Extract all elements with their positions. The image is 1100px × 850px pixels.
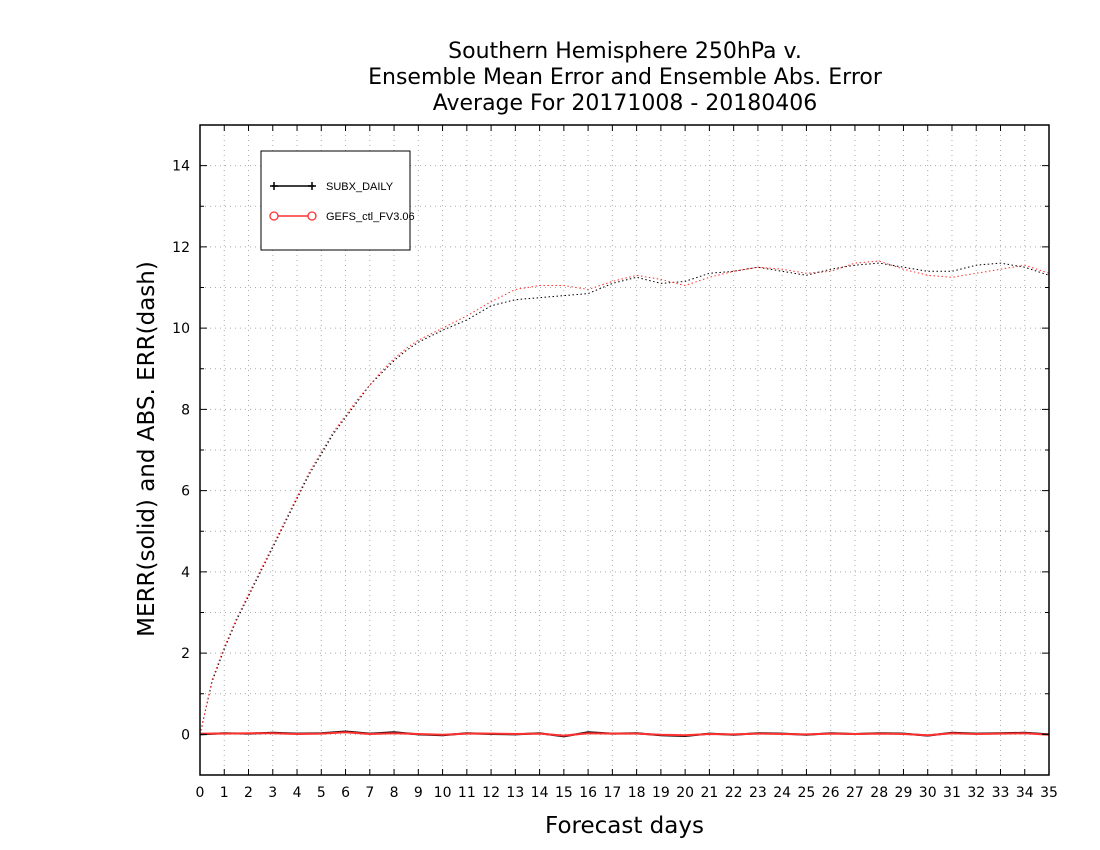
x-tick-label: 28: [870, 785, 888, 801]
x-tick-label: 17: [603, 785, 621, 801]
legend-label: SUBX_DAILY: [326, 181, 394, 193]
legend-box: [260, 150, 411, 251]
y-tick-label: 8: [181, 402, 190, 418]
x-tick-label: 18: [628, 785, 646, 801]
abs-err-line-gefs-ctl-fv3-06: [199, 260, 1050, 735]
x-tick-label: 33: [992, 785, 1010, 801]
merr-line-gefs-ctl-fv3-06: [200, 731, 1050, 737]
axis-ticks: 0 1 2 3 4 5 6 7 8 9 10 11 12 13 14 15 16 17 18 19 20 21 22 23 24…: [172, 124, 1058, 801]
y-tick-label: 10: [172, 321, 190, 337]
x-tick-label: 22: [725, 785, 743, 801]
legend-marker-plus: [308, 182, 316, 190]
y-tick-label: 12: [172, 240, 190, 256]
x-tick-label: 9: [414, 785, 423, 801]
legend-marker-circle: [307, 211, 317, 221]
x-tick-label: 23: [749, 785, 767, 801]
x-tick-label: 31: [943, 785, 961, 801]
y-tick-label: 2: [181, 646, 190, 662]
x-tick-label: 20: [676, 785, 694, 801]
title-line-2: Ensemble Mean Error and Ensemble Abs. Er…: [368, 65, 883, 90]
x-tick-label: 25: [798, 785, 816, 801]
abs-err-line-subx-daily: [199, 262, 1050, 735]
x-tick-label: 12: [482, 785, 500, 801]
x-tick-label: 6: [341, 785, 350, 801]
x-tick-label: 10: [434, 785, 452, 801]
x-tick-label: 5: [317, 785, 326, 801]
title-line-1: Southern Hemisphere 250hPa v.: [448, 39, 802, 64]
series-lines: [199, 260, 1050, 738]
x-tick-label: 32: [967, 785, 985, 801]
y-tick-label: 14: [172, 159, 190, 175]
y-tick-label: 4: [181, 565, 190, 581]
x-axis-label: Forecast days: [545, 813, 704, 839]
x-tick-label: 7: [365, 785, 374, 801]
legend-label: GEFS_ctl_FV3.06: [326, 211, 415, 223]
legend: SUBX_DAILY GEFS_ctl_FV3.06: [260, 150, 415, 251]
x-tick-label: 30: [919, 785, 937, 801]
y-axis-label: MERR(solid) and ABS. ERR(dash): [134, 261, 160, 637]
x-tick-label: 13: [506, 785, 524, 801]
x-tick-label: 24: [773, 785, 791, 801]
x-tick-label: 11: [458, 785, 476, 801]
x-tick-label: 34: [1016, 785, 1034, 801]
x-tick-label: 0: [196, 785, 205, 801]
x-tick-label: 8: [390, 785, 399, 801]
x-tick-label: 19: [652, 785, 670, 801]
y-tick-label: 6: [181, 484, 190, 500]
x-tick-label: 29: [895, 785, 913, 801]
x-tick-label: 15: [555, 785, 573, 801]
y-tick-label: 0: [181, 727, 190, 743]
x-tick-label: 1: [220, 785, 229, 801]
x-tick-label: 14: [531, 785, 549, 801]
x-tick-label: 26: [822, 785, 840, 801]
grid: [200, 125, 1049, 775]
x-tick-label: 16: [579, 785, 597, 801]
x-tick-label: 2: [244, 785, 253, 801]
title-line-3: Average For 20171008 - 20180406: [433, 91, 818, 116]
x-tick-label: 21: [700, 785, 718, 801]
legend-marker-plus: [270, 182, 278, 190]
legend-marker-circle: [269, 211, 279, 221]
x-tick-label: 3: [268, 785, 277, 801]
chart-title: Southern Hemisphere 250hPa v.Ensemble Me…: [368, 39, 883, 116]
x-tick-label: 35: [1040, 785, 1058, 801]
x-tick-label: 4: [293, 785, 302, 801]
x-tick-label: 27: [846, 785, 864, 801]
